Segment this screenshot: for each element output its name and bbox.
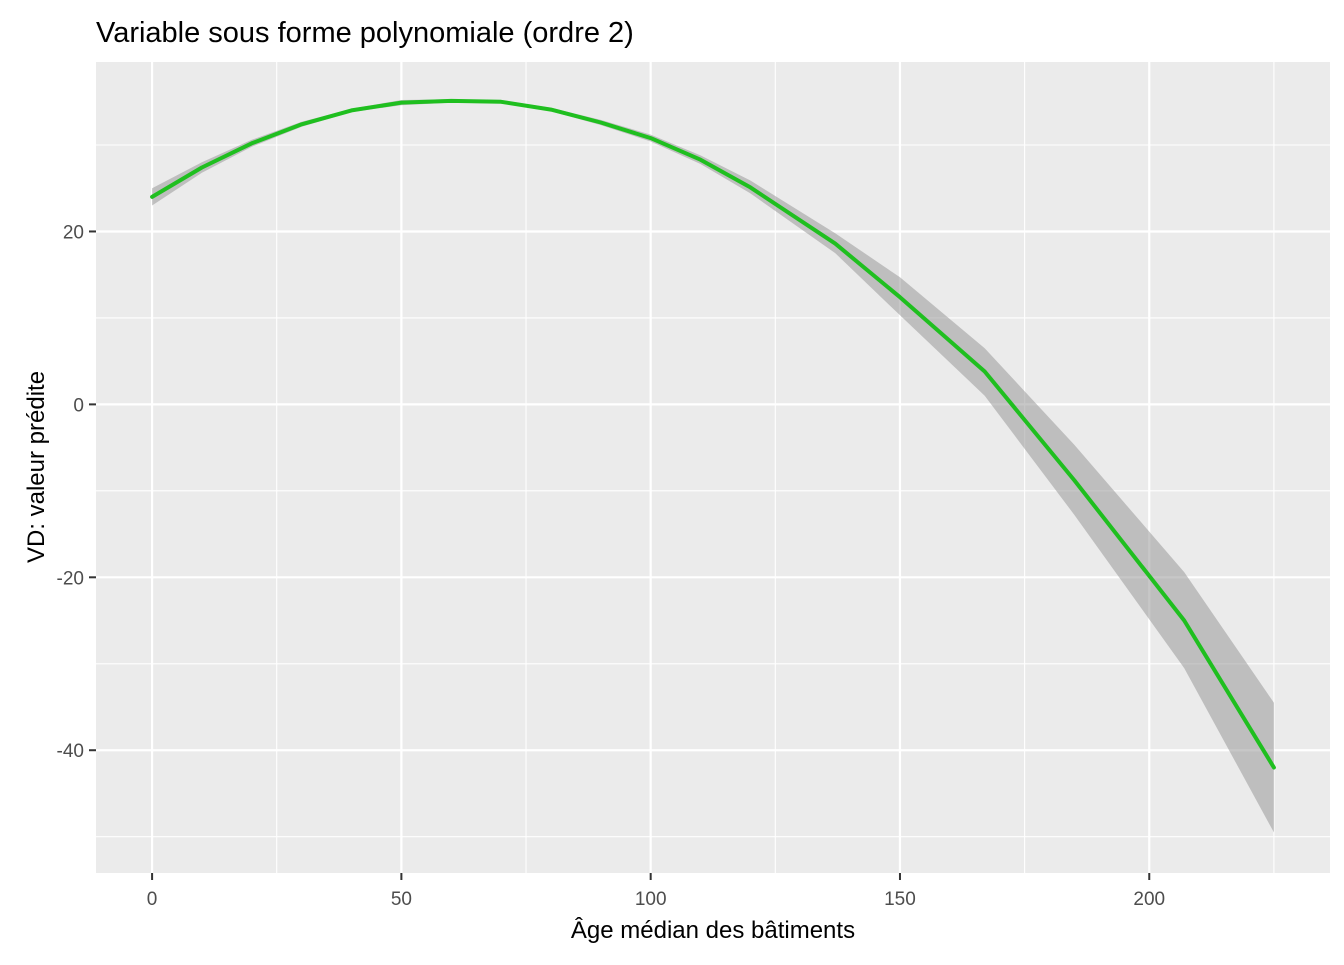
x-tick-label: 150 xyxy=(884,889,916,910)
y-tick-label: -20 xyxy=(57,568,84,589)
y-axis-title: VD: valeur prédite xyxy=(23,371,50,563)
x-tick-label: 0 xyxy=(147,889,158,910)
fitted-line xyxy=(150,98,1276,770)
plot-panel xyxy=(96,62,1330,873)
y-axis: -40 -20 0 20 xyxy=(57,222,96,762)
x-axis-title: Âge médian des bâtiments xyxy=(571,917,855,944)
x-axis: 0 50 100 150 200 xyxy=(147,873,1165,910)
x-tick-label: 100 xyxy=(635,889,667,910)
y-tick-label: 20 xyxy=(63,222,84,243)
y-tick-label: 0 xyxy=(73,395,84,416)
chart-title: Variable sous forme polynomiale (ordre 2… xyxy=(96,17,634,49)
x-tick-label: 200 xyxy=(1133,889,1165,910)
y-tick-label: -40 xyxy=(57,741,84,762)
confidence-ribbon xyxy=(152,99,1274,833)
x-tick-label: 50 xyxy=(391,889,412,910)
